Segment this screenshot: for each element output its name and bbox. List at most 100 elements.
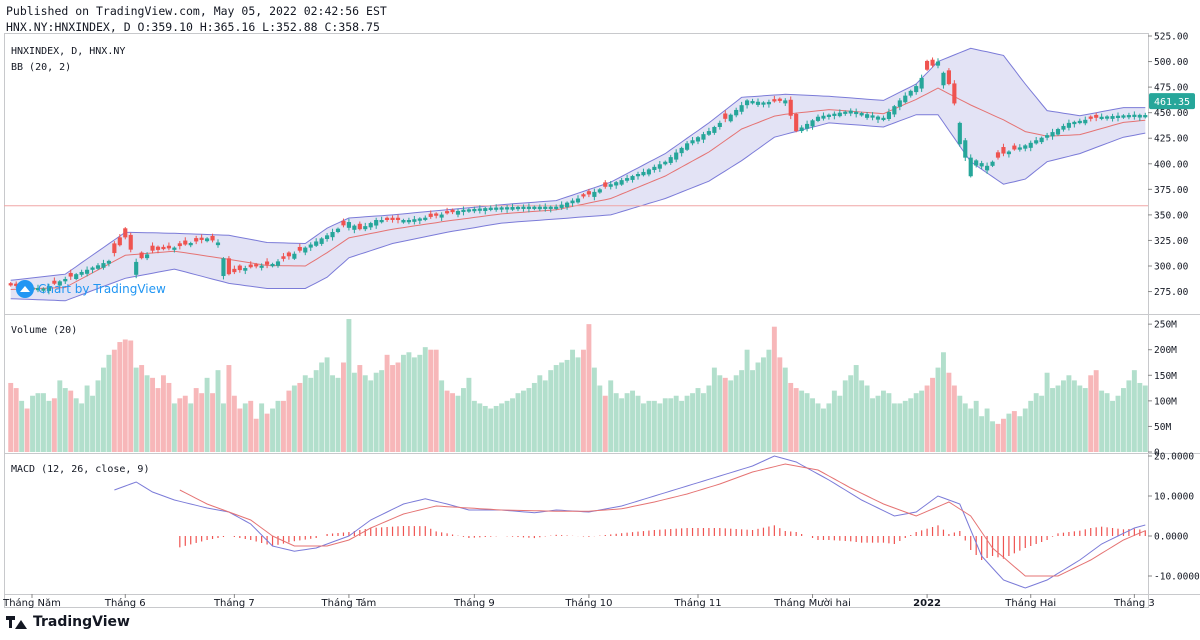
volume-bar (433, 349, 439, 452)
candle-body (592, 191, 597, 197)
candle-body (41, 288, 46, 291)
footer-brand-text: TradingView (33, 614, 130, 630)
volume-bar (68, 390, 74, 452)
footer-brand[interactable]: TradingView (6, 614, 130, 630)
candle-body (603, 182, 608, 187)
candle-body (52, 280, 57, 284)
candle-body (401, 220, 406, 223)
volume-bar (417, 354, 423, 452)
candle-body (537, 206, 542, 210)
candle-body (363, 226, 368, 230)
volume-bar (351, 372, 357, 452)
volume-bar (199, 393, 205, 452)
volume-bar (761, 357, 766, 452)
volume-bar (401, 354, 406, 452)
candle-body (1110, 116, 1115, 119)
time-axis-label: Tháng 3 (1113, 597, 1155, 609)
candle-body (575, 198, 581, 203)
candle-body (445, 211, 450, 214)
candle-body (1121, 115, 1126, 118)
candle-body (1072, 121, 1077, 125)
candle-body (1034, 140, 1039, 144)
volume-bar (771, 326, 777, 452)
candle-body (106, 260, 111, 264)
candle-body (685, 143, 690, 150)
volume-bar (461, 388, 466, 452)
volume-bar (1028, 400, 1034, 452)
candle-body (875, 116, 881, 120)
candle-body (881, 117, 886, 121)
price-axis-label: 350.00 (1154, 210, 1189, 221)
candle-body (150, 245, 155, 251)
volume-bar (570, 349, 575, 452)
volume-bar (51, 398, 57, 452)
candle-body (526, 206, 531, 209)
candle-body (777, 98, 782, 101)
candle-body (194, 238, 199, 242)
candle-body (390, 217, 395, 220)
volume-bar (990, 421, 995, 452)
candle-body (930, 59, 935, 66)
candle-body (1028, 142, 1033, 148)
volume-bar (504, 400, 510, 452)
candle-body (1066, 122, 1071, 128)
candle-body (210, 235, 215, 241)
volume-bar (319, 362, 325, 452)
candle-body (265, 261, 270, 265)
candle-body (1088, 116, 1093, 119)
candle-body (1055, 129, 1061, 135)
volume-bar (586, 324, 592, 452)
volume-bar (286, 390, 292, 452)
volume-bar (662, 398, 668, 452)
volume-bar (668, 398, 674, 452)
candle-body (303, 247, 308, 253)
volume-axis-label: 50M (1154, 422, 1171, 433)
volume-bar (308, 377, 314, 452)
volume-bar (973, 400, 979, 452)
volume-bar (913, 393, 919, 452)
candle-body (521, 206, 526, 209)
volume-bar (711, 367, 717, 452)
candle-body (439, 214, 444, 218)
candle-body (897, 100, 902, 107)
candle-body (412, 219, 417, 222)
chart-frame (4, 33, 1149, 608)
candle-body (908, 90, 913, 96)
volume-bar (810, 398, 815, 452)
volume-bar (297, 382, 303, 452)
candle-body (1132, 114, 1137, 117)
volume-bar (155, 388, 161, 452)
volume-bar (695, 388, 701, 452)
candle-body (74, 274, 79, 280)
volume-bar (728, 380, 734, 452)
volume-bar (466, 377, 472, 452)
candle-body (734, 109, 739, 116)
volume-bar (1082, 388, 1088, 452)
candle-body (886, 111, 891, 120)
volume-bar (79, 403, 85, 452)
volume-bar (951, 385, 957, 452)
volume-bar (471, 400, 477, 452)
volume-bar (139, 365, 145, 452)
legend-symbol: HNXINDEX, D, HNX.NY (11, 46, 125, 57)
volume-bar (957, 395, 963, 452)
candle-body (510, 207, 515, 210)
candle-body (428, 213, 433, 217)
volume-bar (897, 403, 903, 452)
candle-body (674, 152, 679, 160)
volume-bar (221, 403, 226, 452)
volume-bar (510, 398, 515, 452)
volume-bar (521, 390, 526, 452)
candle-body (1006, 151, 1011, 155)
volume-bar (182, 395, 188, 452)
candle-body (139, 252, 144, 259)
candle-body (270, 263, 275, 267)
macd-axis-label: -10.0000 (1154, 572, 1200, 583)
price-axis-label: 300.00 (1154, 262, 1189, 273)
volume-bar (144, 375, 150, 452)
published-line: Published on TradingView.com, May 05, 20… (6, 4, 387, 18)
candle-body (810, 120, 815, 127)
volume-bar (62, 388, 68, 452)
candle-body (646, 169, 651, 175)
